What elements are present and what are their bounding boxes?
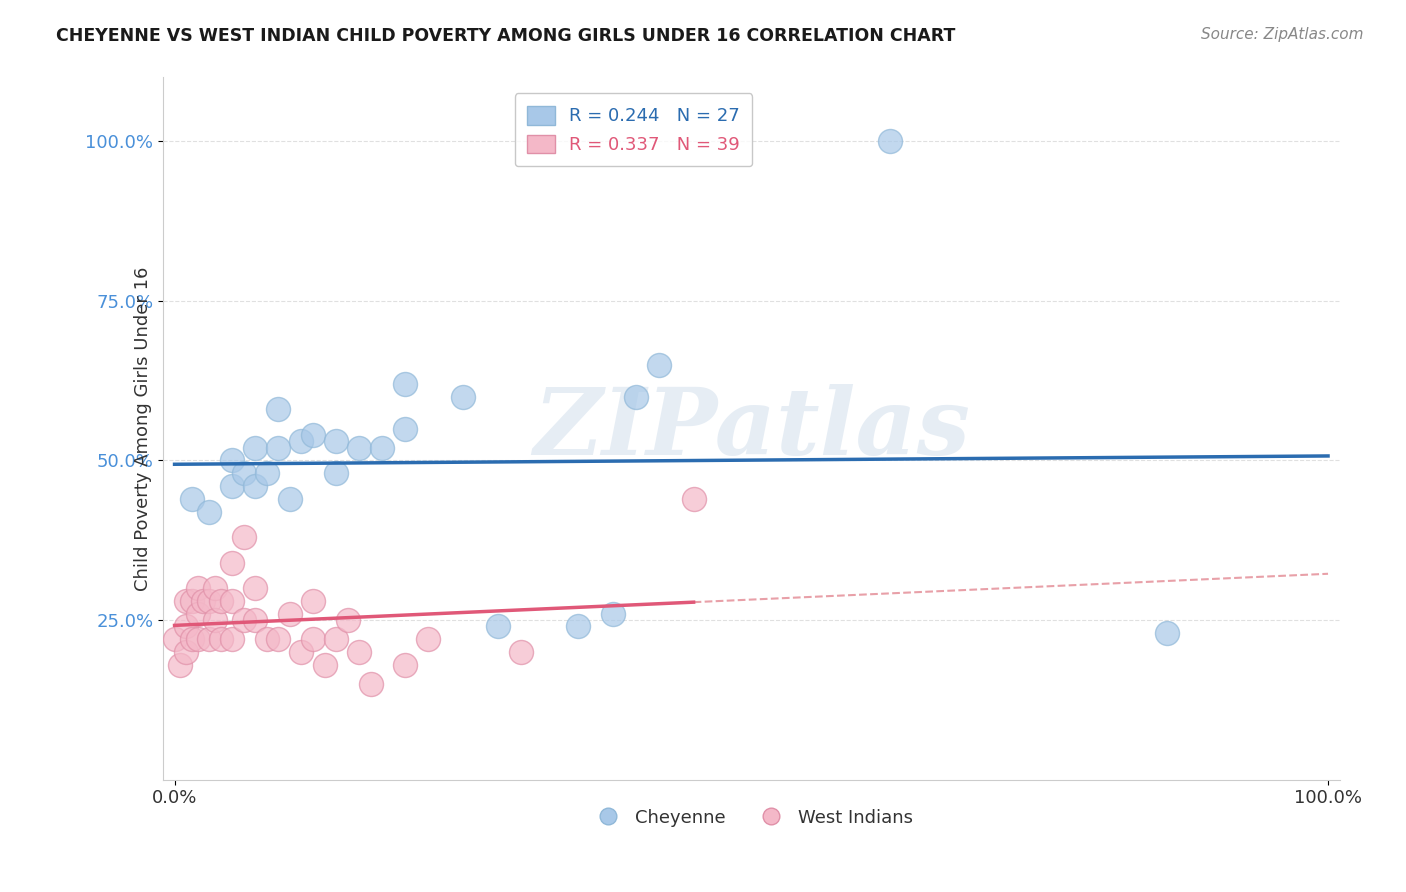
Point: [256, 467, 278, 481]
Text: Source: ZipAtlas.com: Source: ZipAtlas.com: [1201, 27, 1364, 42]
Point: [648, 358, 671, 372]
Point: [302, 632, 325, 647]
Point: [245, 613, 267, 627]
Point: [314, 657, 336, 672]
Point: [245, 581, 267, 595]
Point: [486, 619, 509, 633]
Point: [267, 402, 290, 417]
Legend: Cheyenne, West Indians: Cheyenne, West Indians: [582, 801, 920, 834]
Point: [174, 645, 197, 659]
Point: [245, 441, 267, 455]
Point: [267, 441, 290, 455]
Point: [418, 632, 440, 647]
Point: [451, 390, 474, 404]
Point: [221, 594, 243, 608]
Point: [180, 632, 202, 647]
Point: [232, 613, 254, 627]
Point: [509, 645, 531, 659]
Point: [198, 504, 221, 518]
Point: [174, 619, 197, 633]
Y-axis label: Child Poverty Among Girls Under 16: Child Poverty Among Girls Under 16: [134, 267, 152, 591]
Point: [290, 434, 312, 449]
Point: [394, 657, 416, 672]
Point: [221, 453, 243, 467]
Point: [1156, 625, 1178, 640]
Point: [209, 632, 232, 647]
Point: [278, 607, 301, 621]
Point: [394, 421, 416, 435]
Point: [360, 677, 382, 691]
Point: [169, 657, 191, 672]
Point: [347, 441, 370, 455]
Point: [163, 632, 186, 647]
Point: [278, 491, 301, 506]
Point: [371, 441, 394, 455]
Point: [302, 428, 325, 442]
Point: [187, 581, 209, 595]
Point: [232, 530, 254, 544]
Point: [187, 632, 209, 647]
Text: ZIPatlas: ZIPatlas: [533, 384, 970, 474]
Point: [232, 467, 254, 481]
Point: [174, 594, 197, 608]
Point: [624, 390, 647, 404]
Point: [204, 581, 226, 595]
Point: [221, 632, 243, 647]
Point: [221, 479, 243, 493]
Point: [256, 632, 278, 647]
Point: [325, 632, 347, 647]
Point: [180, 594, 202, 608]
Point: [682, 491, 704, 506]
Point: [302, 594, 325, 608]
Point: [602, 607, 624, 621]
Point: [394, 376, 416, 391]
Point: [180, 491, 202, 506]
Point: [204, 613, 226, 627]
Point: [193, 594, 215, 608]
Point: [879, 134, 901, 148]
Text: CHEYENNE VS WEST INDIAN CHILD POVERTY AMONG GIRLS UNDER 16 CORRELATION CHART: CHEYENNE VS WEST INDIAN CHILD POVERTY AM…: [56, 27, 956, 45]
Point: [325, 434, 347, 449]
Point: [245, 479, 267, 493]
Point: [290, 645, 312, 659]
Point: [209, 594, 232, 608]
Point: [347, 645, 370, 659]
Point: [187, 607, 209, 621]
Point: [325, 467, 347, 481]
Point: [567, 619, 589, 633]
Point: [221, 556, 243, 570]
Point: [267, 632, 290, 647]
Point: [198, 594, 221, 608]
Point: [198, 632, 221, 647]
Point: [336, 613, 359, 627]
